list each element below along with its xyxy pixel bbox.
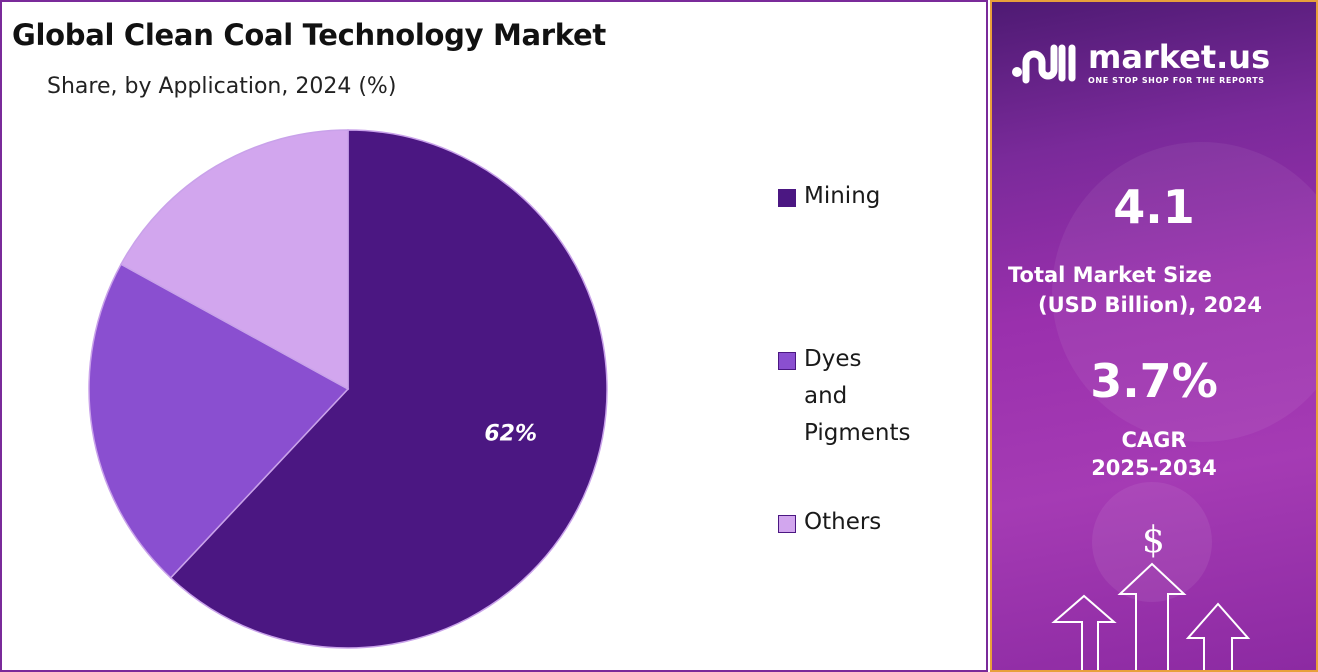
pie-slices [88, 129, 608, 649]
legend-swatch-mining [778, 189, 796, 207]
brand-tagline: ONE STOP SHOP FOR THE REPORTS [1088, 76, 1265, 85]
legend-swatch-dyes-and-pigments [778, 352, 796, 370]
legend-label-dyes-and-pigments: Dyes and Pigments [804, 346, 911, 446]
legend-item-others: Others [778, 509, 881, 541]
growth-arrows-icon [1051, 562, 1251, 670]
cagr-value: 3.7% [1090, 354, 1218, 408]
chart-panel: Global Clean Coal Technology Market Shar… [0, 0, 988, 672]
legend-swatch-others [778, 515, 796, 533]
pie-data-label-0: 62% [484, 421, 537, 446]
market-size-label-line2: (USD Billion), 2024 [1038, 293, 1263, 317]
legend-label-others: Others [804, 509, 882, 535]
cagr-label-line2: 2025-2034 [1091, 456, 1217, 480]
pie-slice-0 [169, 129, 608, 649]
dollar-icon: $ [1142, 520, 1165, 561]
chart-subtitle: Share, by Application, 2024 (%) [47, 74, 397, 99]
pie-data-labels: 62% [484, 421, 537, 446]
pie-chart: 62% [88, 129, 608, 649]
market-summary-panel: market.us ONE STOP SHOP FOR THE REPORTS … [990, 0, 1318, 672]
chart-title: Global Clean Coal Technology Market [12, 18, 606, 52]
legend-item-dyes-and-pigments: Dyes and Pigments [778, 346, 911, 452]
brand-name: market.us [1088, 38, 1271, 76]
pie-slice-2 [120, 129, 349, 391]
cagr-label-line1: CAGR [1121, 428, 1187, 452]
market-us-logo-icon [1012, 44, 1076, 84]
market-size-label-line1: Total Market Size [1008, 263, 1212, 287]
brand-logo[interactable]: market.us ONE STOP SHOP FOR THE REPORTS [1010, 40, 1270, 86]
pie-slice-1 [88, 263, 350, 579]
legend-label-mining: Mining [804, 183, 881, 209]
market-size-value: 4.1 [1113, 180, 1195, 234]
legend-item-mining: Mining [778, 183, 880, 215]
